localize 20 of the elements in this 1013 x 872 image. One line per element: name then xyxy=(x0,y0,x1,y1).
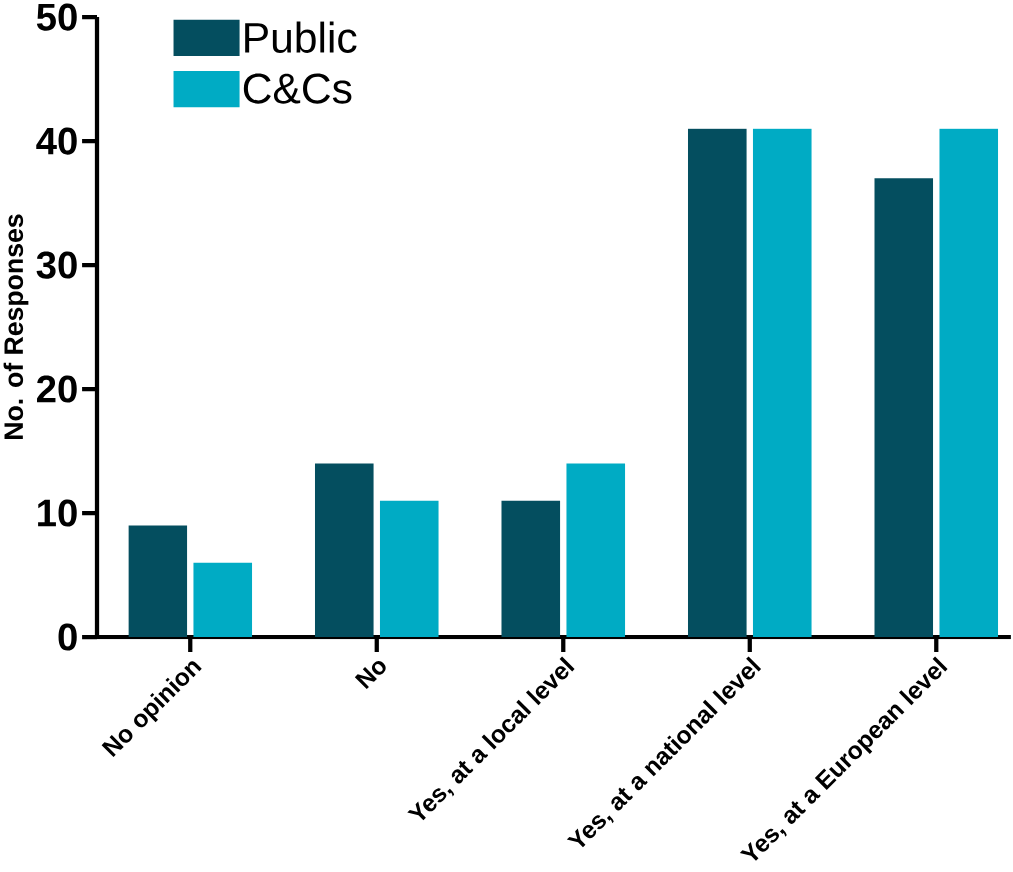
y-tick-label: 40 xyxy=(36,127,77,155)
bar xyxy=(752,128,812,638)
y-tick-label: 0 xyxy=(58,623,77,651)
bar xyxy=(314,463,374,638)
bar xyxy=(379,500,439,638)
bar xyxy=(501,500,561,638)
legend-label: Public xyxy=(245,21,357,53)
y-axis-title: No. of Responses xyxy=(3,214,29,440)
bar xyxy=(939,128,999,638)
y-tick-label: 20 xyxy=(37,375,77,403)
bar xyxy=(193,562,253,638)
legend-label: C&Cs xyxy=(243,73,352,104)
y-tick-label: 30 xyxy=(36,251,77,279)
bar xyxy=(128,525,188,638)
y-tick-label: 50 xyxy=(36,3,77,31)
x-tick-label: No xyxy=(354,661,386,690)
bar xyxy=(566,463,626,638)
bar xyxy=(874,178,934,638)
bar xyxy=(688,128,747,638)
y-tick-label: 10 xyxy=(38,499,77,527)
